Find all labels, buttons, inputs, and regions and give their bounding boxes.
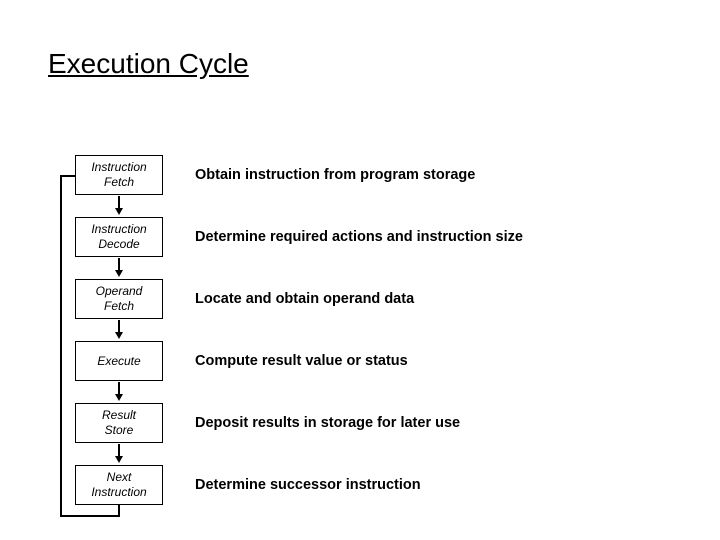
- box-line2: Fetch: [104, 299, 134, 314]
- step-row: Instruction Decode Determine required ac…: [75, 217, 523, 257]
- arrow-down-icon: [118, 444, 120, 457]
- box-line1: Next: [107, 470, 132, 485]
- box-line2: Store: [105, 423, 134, 438]
- arrow-down-icon: [118, 320, 120, 333]
- box-line1: Operand: [96, 284, 143, 299]
- step-desc: Determine required actions and instructi…: [195, 229, 523, 245]
- step-row: Execute Compute result value or status: [75, 341, 523, 381]
- box-line2: Fetch: [104, 175, 134, 190]
- feedback-line: [60, 175, 75, 177]
- execution-cycle-diagram: Instruction Fetch Obtain instruction fro…: [75, 155, 523, 527]
- box-line2: Instruction: [91, 485, 146, 500]
- arrow-down-icon: [118, 196, 120, 209]
- box-line1: Execute: [97, 354, 140, 369]
- page-title: Execution Cycle: [48, 48, 249, 80]
- step-row: Result Store Deposit results in storage …: [75, 403, 523, 443]
- step-box-next-instruction: Next Instruction: [75, 465, 163, 505]
- step-desc: Determine successor instruction: [195, 477, 421, 493]
- feedback-line: [60, 175, 62, 517]
- box-line1: Instruction: [91, 160, 146, 175]
- step-row: Instruction Fetch Obtain instruction fro…: [75, 155, 523, 195]
- step-desc: Locate and obtain operand data: [195, 291, 414, 307]
- step-box-execute: Execute: [75, 341, 163, 381]
- feedback-line: [118, 505, 120, 515]
- step-desc: Compute result value or status: [195, 353, 408, 369]
- box-line1: Instruction: [91, 222, 146, 237]
- step-box-instruction-decode: Instruction Decode: [75, 217, 163, 257]
- step-desc: Deposit results in storage for later use: [195, 415, 460, 431]
- box-line1: Result: [102, 408, 136, 423]
- step-row: Operand Fetch Locate and obtain operand …: [75, 279, 523, 319]
- arrow-down-icon: [118, 258, 120, 271]
- arrow-down-icon: [118, 382, 120, 395]
- step-box-instruction-fetch: Instruction Fetch: [75, 155, 163, 195]
- step-row: Next Instruction Determine successor ins…: [75, 465, 523, 505]
- step-desc: Obtain instruction from program storage: [195, 167, 475, 183]
- step-box-operand-fetch: Operand Fetch: [75, 279, 163, 319]
- step-box-result-store: Result Store: [75, 403, 163, 443]
- feedback-line: [60, 515, 120, 517]
- box-line2: Decode: [98, 237, 139, 252]
